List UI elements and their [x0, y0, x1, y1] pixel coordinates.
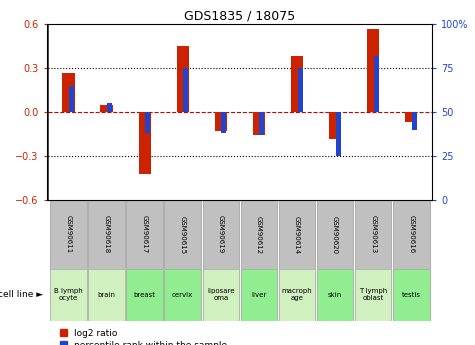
Text: GSM90618: GSM90618 — [104, 216, 110, 254]
FancyBboxPatch shape — [164, 269, 201, 321]
FancyBboxPatch shape — [241, 200, 277, 269]
Bar — [100, 105, 113, 112]
FancyBboxPatch shape — [355, 200, 391, 269]
FancyBboxPatch shape — [241, 269, 277, 321]
Bar — [221, 112, 227, 133]
Bar — [62, 72, 75, 112]
Bar — [374, 56, 379, 112]
FancyBboxPatch shape — [355, 269, 391, 321]
Text: GSM90612: GSM90612 — [256, 216, 262, 254]
FancyBboxPatch shape — [88, 269, 125, 321]
Bar — [107, 104, 112, 112]
FancyBboxPatch shape — [393, 200, 429, 269]
FancyBboxPatch shape — [202, 200, 239, 269]
Text: brain: brain — [97, 292, 115, 298]
FancyBboxPatch shape — [126, 200, 163, 269]
FancyBboxPatch shape — [164, 200, 201, 269]
Bar — [412, 112, 417, 130]
FancyBboxPatch shape — [393, 269, 429, 321]
Bar — [183, 68, 188, 112]
Title: GDS1835 / 18075: GDS1835 / 18075 — [184, 10, 295, 23]
Text: GSM90619: GSM90619 — [218, 216, 224, 254]
FancyBboxPatch shape — [50, 269, 87, 321]
Text: GSM90620: GSM90620 — [332, 216, 338, 254]
Text: GSM90617: GSM90617 — [142, 216, 148, 254]
FancyBboxPatch shape — [317, 269, 353, 321]
Bar — [145, 112, 150, 133]
Bar — [215, 112, 227, 131]
Text: liposare
oma: liposare oma — [207, 288, 235, 302]
Text: B lymph
ocyte: B lymph ocyte — [54, 288, 83, 302]
FancyBboxPatch shape — [202, 269, 239, 321]
Text: liver: liver — [251, 292, 266, 298]
Bar — [405, 112, 418, 122]
FancyBboxPatch shape — [126, 269, 163, 321]
Text: testis: testis — [402, 292, 421, 298]
Bar — [259, 112, 265, 135]
FancyBboxPatch shape — [50, 200, 87, 269]
Bar — [139, 112, 151, 174]
Text: cell line ►: cell line ► — [0, 290, 43, 299]
Bar — [329, 112, 341, 138]
Text: GSM90615: GSM90615 — [180, 216, 186, 254]
Bar — [291, 57, 303, 112]
Text: cervix: cervix — [172, 292, 193, 298]
Text: GSM90613: GSM90613 — [370, 216, 376, 254]
Text: T lymph
oblast: T lymph oblast — [359, 288, 387, 302]
Text: GSM90614: GSM90614 — [294, 216, 300, 254]
Bar — [177, 46, 189, 112]
Text: GSM90611: GSM90611 — [66, 216, 71, 254]
Bar — [297, 68, 303, 112]
Text: GSM90616: GSM90616 — [408, 216, 414, 254]
Bar — [69, 86, 74, 112]
Bar — [253, 112, 265, 135]
Bar — [336, 112, 341, 156]
FancyBboxPatch shape — [317, 200, 353, 269]
Text: macroph
age: macroph age — [282, 288, 313, 302]
Bar — [367, 29, 380, 112]
Text: breast: breast — [133, 292, 156, 298]
FancyBboxPatch shape — [88, 200, 125, 269]
FancyBboxPatch shape — [279, 269, 315, 321]
FancyBboxPatch shape — [279, 200, 315, 269]
Legend: log2 ratio, percentile rank within the sample: log2 ratio, percentile rank within the s… — [60, 329, 227, 345]
Text: skin: skin — [328, 292, 342, 298]
